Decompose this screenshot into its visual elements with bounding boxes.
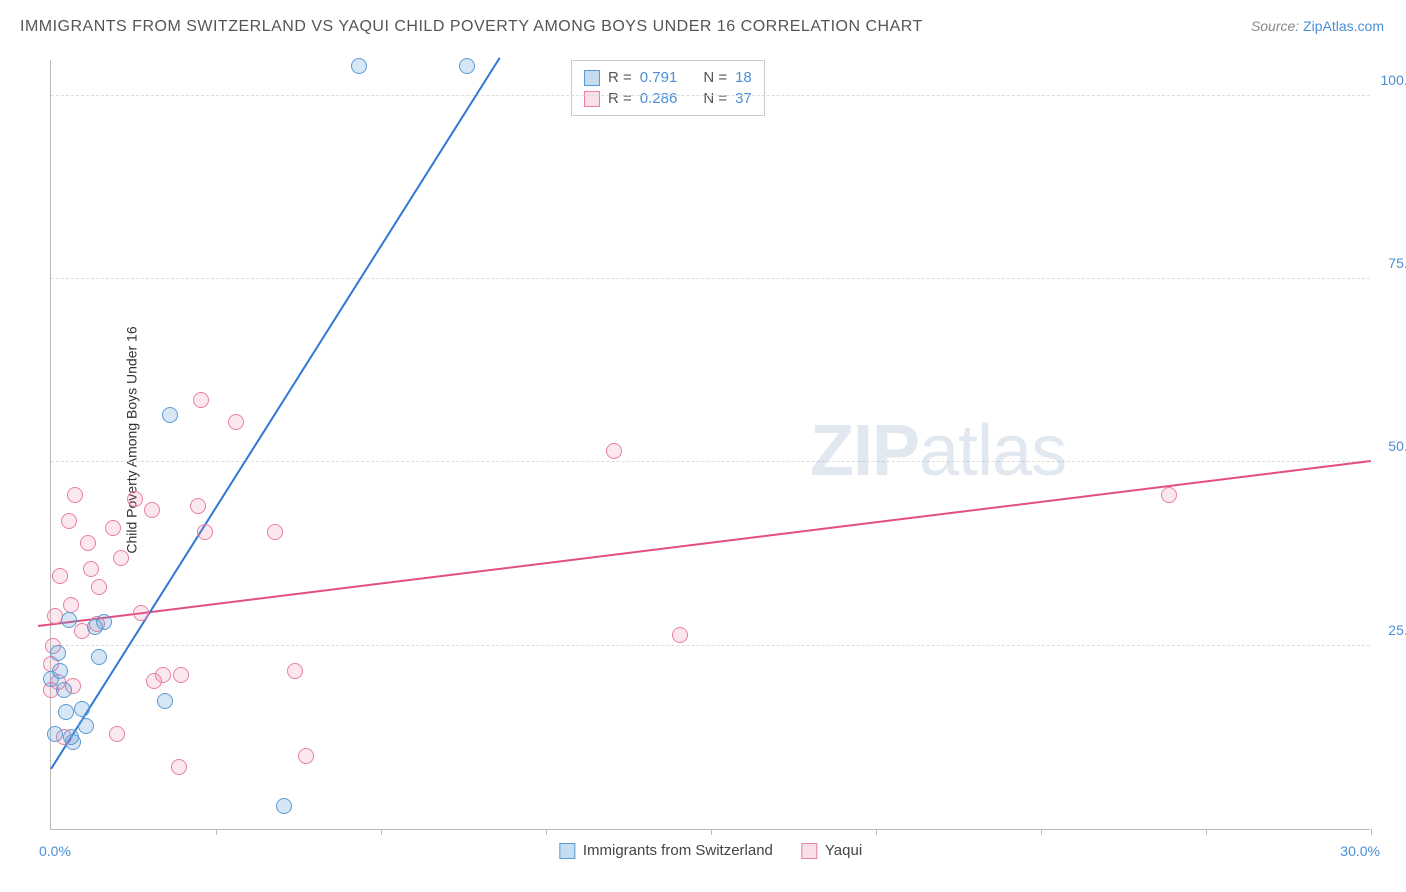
data-point-blue xyxy=(162,407,178,423)
y-tick-label: 50.0% xyxy=(1388,438,1406,454)
data-point-pink xyxy=(144,502,160,518)
source-credit: Source: ZipAtlas.com xyxy=(1251,18,1384,34)
stat-label-n: N = xyxy=(703,90,727,107)
data-point-blue xyxy=(459,58,475,74)
data-point-pink xyxy=(91,579,107,595)
swatch-pink-icon xyxy=(584,91,600,107)
stat-label-r: R = xyxy=(608,69,632,86)
data-point-blue xyxy=(65,734,81,750)
stat-value-r-pink: 0.286 xyxy=(640,90,678,107)
gridline-h xyxy=(51,645,1370,646)
x-tick-max: 30.0% xyxy=(1340,843,1380,859)
x-tick-mark xyxy=(711,829,712,835)
data-point-pink xyxy=(606,443,622,459)
data-point-pink xyxy=(1161,487,1177,503)
data-point-pink xyxy=(67,487,83,503)
data-point-blue xyxy=(96,614,112,630)
stats-row-blue: R = 0.791 N = 18 xyxy=(584,67,752,88)
gridline-h xyxy=(51,461,1370,462)
data-point-pink xyxy=(105,520,121,536)
data-point-pink xyxy=(193,392,209,408)
y-tick-label: 75.0% xyxy=(1388,255,1406,271)
data-point-blue xyxy=(78,718,94,734)
data-point-pink xyxy=(113,550,129,566)
trend-line-blue xyxy=(50,57,500,769)
data-point-pink xyxy=(127,491,143,507)
x-tick-mark xyxy=(1041,829,1042,835)
legend-label-pink: Yaqui xyxy=(825,842,862,859)
data-point-blue xyxy=(74,701,90,717)
source-link[interactable]: ZipAtlas.com xyxy=(1303,18,1384,34)
data-point-pink xyxy=(155,667,171,683)
y-tick-label: 25.0% xyxy=(1388,622,1406,638)
data-point-blue xyxy=(52,663,68,679)
chart-title: IMMIGRANTS FROM SWITZERLAND VS YAQUI CHI… xyxy=(20,18,923,36)
watermark: ZIPatlas xyxy=(810,410,1066,492)
x-tick-mark xyxy=(216,829,217,835)
stat-value-n-pink: 37 xyxy=(735,90,752,107)
data-point-pink xyxy=(52,568,68,584)
x-tick-mark xyxy=(381,829,382,835)
stat-value-n-blue: 18 xyxy=(735,69,752,86)
gridline-h xyxy=(51,95,1370,96)
data-point-blue xyxy=(351,58,367,74)
data-point-pink xyxy=(171,759,187,775)
y-tick-label: 100.0% xyxy=(1381,72,1406,88)
stats-legend-box: R = 0.791 N = 18 R = 0.286 N = 37 xyxy=(571,60,765,116)
x-tick-mark xyxy=(546,829,547,835)
data-point-pink xyxy=(228,414,244,430)
data-point-blue xyxy=(50,645,66,661)
source-label: Source: xyxy=(1251,18,1303,34)
data-point-pink xyxy=(133,605,149,621)
stat-label-n: N = xyxy=(703,69,727,86)
data-point-pink xyxy=(63,597,79,613)
data-point-pink xyxy=(83,561,99,577)
bottom-legend: Immigrants from Switzerland Yaqui xyxy=(559,842,862,859)
data-point-blue xyxy=(61,612,77,628)
x-tick-mark xyxy=(1206,829,1207,835)
data-point-pink xyxy=(672,627,688,643)
stats-row-pink: R = 0.286 N = 37 xyxy=(584,88,752,109)
data-point-pink xyxy=(80,535,96,551)
stat-value-r-blue: 0.791 xyxy=(640,69,678,86)
data-point-pink xyxy=(173,667,189,683)
trend-line-pink xyxy=(38,460,1371,627)
swatch-blue-icon xyxy=(559,843,575,859)
chart-plot-area: R = 0.791 N = 18 R = 0.286 N = 37 0.0% 3… xyxy=(50,60,1370,830)
x-tick-mark xyxy=(1371,829,1372,835)
x-tick-mark xyxy=(876,829,877,835)
data-point-blue xyxy=(91,649,107,665)
data-point-pink xyxy=(267,524,283,540)
watermark-light: atlas xyxy=(919,411,1066,491)
data-point-blue xyxy=(56,682,72,698)
data-point-pink xyxy=(197,524,213,540)
data-point-blue xyxy=(157,693,173,709)
legend-label-blue: Immigrants from Switzerland xyxy=(583,842,773,859)
data-point-pink xyxy=(190,498,206,514)
gridline-h xyxy=(51,278,1370,279)
legend-item-blue: Immigrants from Switzerland xyxy=(559,842,773,859)
swatch-blue-icon xyxy=(584,70,600,86)
x-tick-min: 0.0% xyxy=(39,843,71,859)
data-point-blue xyxy=(58,704,74,720)
data-point-pink xyxy=(298,748,314,764)
data-point-pink xyxy=(61,513,77,529)
data-point-blue xyxy=(276,798,292,814)
watermark-bold: ZIP xyxy=(810,411,919,491)
data-point-blue xyxy=(47,726,63,742)
data-point-pink xyxy=(287,663,303,679)
data-point-pink xyxy=(109,726,125,742)
stat-label-r: R = xyxy=(608,90,632,107)
swatch-pink-icon xyxy=(801,843,817,859)
legend-item-pink: Yaqui xyxy=(801,842,862,859)
